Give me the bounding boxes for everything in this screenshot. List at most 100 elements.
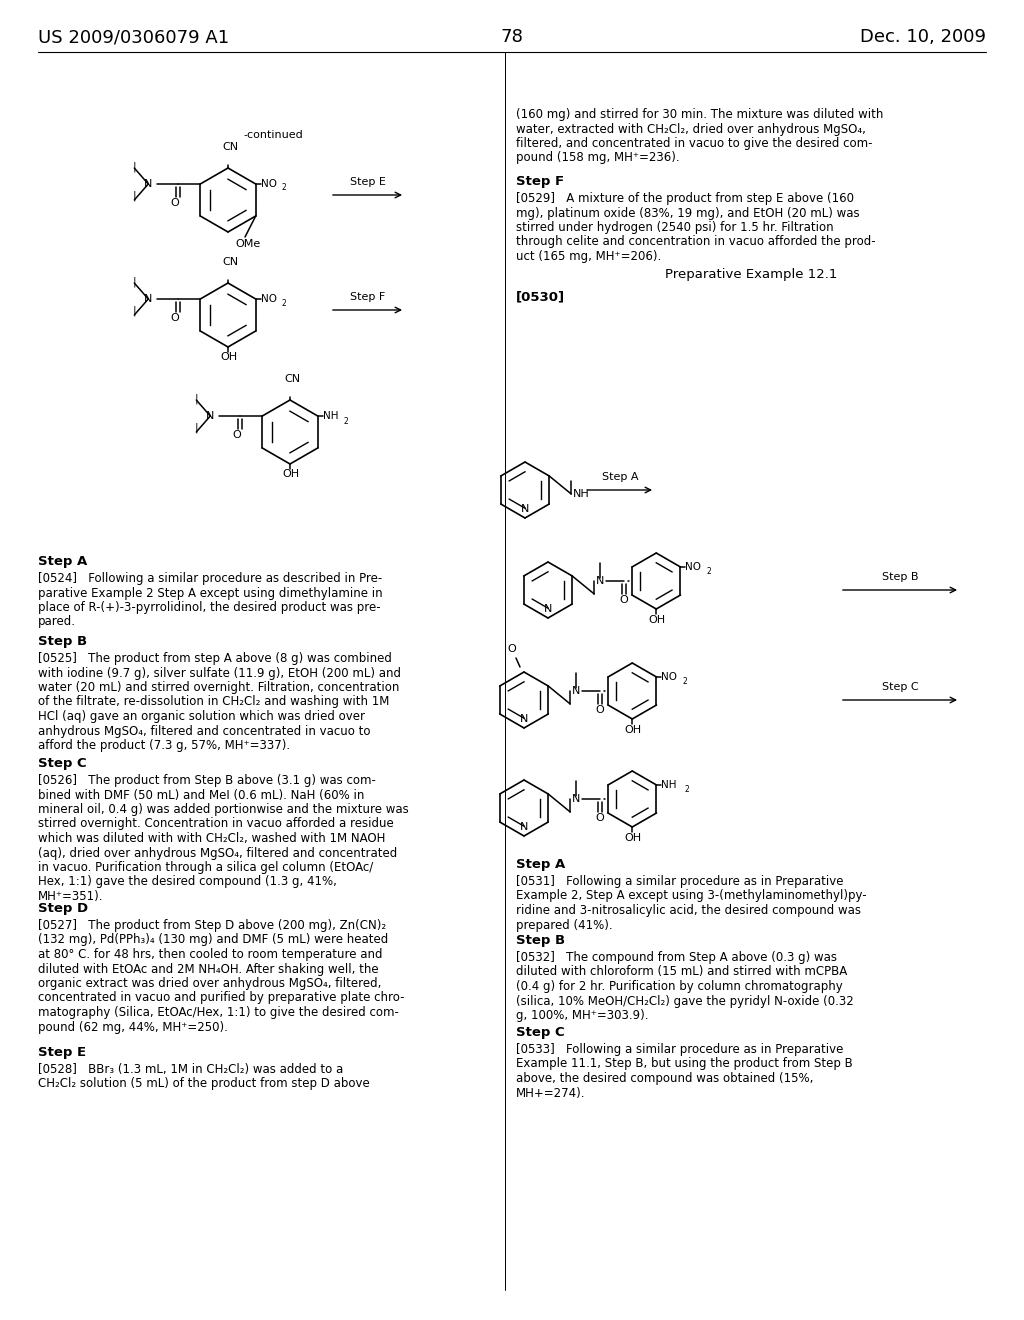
Text: OH: OH [625, 833, 641, 843]
Text: [0531]   Following a similar procedure as in Preparative: [0531] Following a similar procedure as … [516, 875, 844, 888]
Text: O: O [620, 595, 629, 605]
Text: 2: 2 [707, 568, 712, 577]
Text: Step F: Step F [350, 292, 385, 302]
Text: OH: OH [648, 615, 666, 624]
Text: [0529]   A mixture of the product from step E above (160: [0529] A mixture of the product from ste… [516, 191, 854, 205]
Text: [0533]   Following a similar procedure as in Preparative: [0533] Following a similar procedure as … [516, 1043, 844, 1056]
Text: N: N [206, 411, 214, 421]
Text: parative Example 2 Step A except using dimethylamine in: parative Example 2 Step A except using d… [38, 586, 383, 599]
Text: NH: NH [323, 411, 338, 421]
Text: NH: NH [573, 488, 590, 499]
Text: mineral oil, 0.4 g) was added portionwise and the mixture was: mineral oil, 0.4 g) was added portionwis… [38, 803, 409, 816]
Text: water (20 mL) and stirred overnight. Filtration, concentration: water (20 mL) and stirred overnight. Fil… [38, 681, 399, 694]
Text: Step C: Step C [516, 1026, 564, 1039]
Text: NO: NO [261, 180, 276, 189]
Text: |: | [132, 277, 136, 288]
Text: through celite and concentration in vacuo afforded the prod-: through celite and concentration in vacu… [516, 235, 876, 248]
Text: Step B: Step B [38, 635, 87, 648]
Text: CN: CN [222, 143, 239, 152]
Text: prepared (41%).: prepared (41%). [516, 919, 612, 932]
Text: place of R-(+)-3-pyrrolidinol, the desired product was pre-: place of R-(+)-3-pyrrolidinol, the desir… [38, 601, 381, 614]
Text: OH: OH [625, 725, 641, 735]
Text: [0532]   The compound from Step A above (0.3 g) was: [0532] The compound from Step A above (0… [516, 950, 837, 964]
Text: CH₂Cl₂ solution (5 mL) of the product from step D above: CH₂Cl₂ solution (5 mL) of the product fr… [38, 1077, 370, 1090]
Text: with iodine (9.7 g), silver sulfate (11.9 g), EtOH (200 mL) and: with iodine (9.7 g), silver sulfate (11.… [38, 667, 401, 680]
Text: O: O [596, 813, 604, 822]
Text: OH: OH [220, 352, 238, 362]
Text: Step F: Step F [516, 176, 564, 187]
Text: (aq), dried over anhydrous MgSO₄, filtered and concentrated: (aq), dried over anhydrous MgSO₄, filter… [38, 846, 397, 859]
Text: stirred under hydrogen (2540 psi) for 1.5 hr. Filtration: stirred under hydrogen (2540 psi) for 1.… [516, 220, 834, 234]
Text: O: O [170, 313, 178, 323]
Text: [0530]: [0530] [516, 290, 565, 304]
Text: [0527]   The product from Step D above (200 mg), Zn(CN)₂: [0527] The product from Step D above (20… [38, 919, 386, 932]
Text: N: N [596, 576, 604, 586]
Text: [0524]   Following a similar procedure as described in Pre-: [0524] Following a similar procedure as … [38, 572, 382, 585]
Text: NH: NH [662, 780, 677, 789]
Text: concentrated in vacuo and purified by preparative plate chro-: concentrated in vacuo and purified by pr… [38, 991, 404, 1005]
Text: Step E: Step E [38, 1045, 86, 1059]
Text: pound (62 mg, 44%, MH⁺=250).: pound (62 mg, 44%, MH⁺=250). [38, 1020, 228, 1034]
Text: (132 mg), Pd(PPh₃)₄ (130 mg) and DMF (5 mL) were heated: (132 mg), Pd(PPh₃)₄ (130 mg) and DMF (5 … [38, 933, 388, 946]
Text: O: O [507, 644, 516, 653]
Text: (160 mg) and stirred for 30 min. The mixture was diluted with: (160 mg) and stirred for 30 min. The mix… [516, 108, 884, 121]
Text: pared.: pared. [38, 615, 76, 628]
Text: Step A: Step A [516, 858, 565, 871]
Text: ridine and 3-nitrosalicylic acid, the desired compound was: ridine and 3-nitrosalicylic acid, the de… [516, 904, 861, 917]
Text: Step E: Step E [349, 177, 385, 187]
Text: OH: OH [282, 469, 299, 479]
Text: HCl (aq) gave an organic solution which was dried over: HCl (aq) gave an organic solution which … [38, 710, 365, 723]
Text: -continued: -continued [243, 129, 303, 140]
Text: above, the desired compound was obtained (15%,: above, the desired compound was obtained… [516, 1072, 813, 1085]
Text: N: N [144, 180, 153, 189]
Text: N: N [572, 686, 581, 696]
Text: 2: 2 [683, 677, 687, 686]
Text: N: N [520, 822, 528, 832]
Text: NO: NO [685, 562, 701, 572]
Text: Preparative Example 12.1: Preparative Example 12.1 [665, 268, 838, 281]
Text: CN: CN [222, 257, 239, 267]
Text: afford the product (7.3 g, 57%, MH⁺=337).: afford the product (7.3 g, 57%, MH⁺=337)… [38, 739, 290, 752]
Text: N: N [144, 294, 153, 304]
Text: Step C: Step C [38, 756, 87, 770]
Text: NO: NO [261, 294, 276, 304]
Text: (silica, 10% MeOH/CH₂Cl₂) gave the pyridyl N-oxide (0.32: (silica, 10% MeOH/CH₂Cl₂) gave the pyrid… [516, 994, 854, 1007]
Text: (0.4 g) for 2 hr. Purification by column chromatography: (0.4 g) for 2 hr. Purification by column… [516, 979, 843, 993]
Text: bined with DMF (50 mL) and MeI (0.6 mL). NaH (60% in: bined with DMF (50 mL) and MeI (0.6 mL).… [38, 788, 365, 801]
Text: O: O [596, 705, 604, 715]
Text: O: O [170, 198, 178, 209]
Text: 2: 2 [344, 417, 348, 425]
Text: diluted with EtOAc and 2M NH₄OH. After shaking well, the: diluted with EtOAc and 2M NH₄OH. After s… [38, 962, 379, 975]
Text: filtered, and concentrated in vacuo to give the desired com-: filtered, and concentrated in vacuo to g… [516, 137, 872, 150]
Text: mg), platinum oxide (83%, 19 mg), and EtOH (20 mL) was: mg), platinum oxide (83%, 19 mg), and Et… [516, 206, 859, 219]
Text: stirred overnight. Concentration in vacuo afforded a residue: stirred overnight. Concentration in vacu… [38, 817, 394, 830]
Text: Step D: Step D [38, 902, 88, 915]
Text: anhydrous MgSO₄, filtered and concentrated in vacuo to: anhydrous MgSO₄, filtered and concentrat… [38, 725, 371, 738]
Text: uct (165 mg, MH⁺=206).: uct (165 mg, MH⁺=206). [516, 249, 662, 263]
Text: OMe: OMe [234, 239, 260, 249]
Text: Dec. 10, 2009: Dec. 10, 2009 [860, 28, 986, 46]
Text: |: | [195, 393, 198, 404]
Text: organic extract was dried over anhydrous MgSO₄, filtered,: organic extract was dried over anhydrous… [38, 977, 381, 990]
Text: at 80° C. for 48 hrs, then cooled to room temperature and: at 80° C. for 48 hrs, then cooled to roo… [38, 948, 383, 961]
Text: MH⁺=351).: MH⁺=351). [38, 890, 103, 903]
Text: 78: 78 [501, 28, 523, 46]
Text: N: N [520, 714, 528, 723]
Text: 2: 2 [282, 298, 287, 308]
Text: water, extracted with CH₂Cl₂, dried over anhydrous MgSO₄,: water, extracted with CH₂Cl₂, dried over… [516, 123, 866, 136]
Text: g, 100%, MH⁺=303.9).: g, 100%, MH⁺=303.9). [516, 1008, 648, 1022]
Text: N: N [544, 605, 552, 614]
Text: Example 2, Step A except using 3-(methylaminomethyl)py-: Example 2, Step A except using 3-(methyl… [516, 890, 866, 903]
Text: which was diluted with with CH₂Cl₂, washed with 1M NAOH: which was diluted with with CH₂Cl₂, wash… [38, 832, 385, 845]
Text: diluted with chloroform (15 mL) and stirred with mCPBA: diluted with chloroform (15 mL) and stir… [516, 965, 847, 978]
Text: Step A: Step A [38, 554, 87, 568]
Text: Step B: Step B [882, 572, 919, 582]
Text: [0526]   The product from Step B above (3.1 g) was com-: [0526] The product from Step B above (3.… [38, 774, 376, 787]
Text: Step A: Step A [602, 473, 638, 482]
Text: |: | [132, 306, 136, 317]
Text: [0528]   BBr₃ (1.3 mL, 1M in CH₂Cl₂) was added to a: [0528] BBr₃ (1.3 mL, 1M in CH₂Cl₂) was a… [38, 1063, 343, 1076]
Text: 2: 2 [282, 183, 287, 193]
Text: pound (158 mg, MH⁺=236).: pound (158 mg, MH⁺=236). [516, 152, 680, 165]
Text: CN: CN [284, 374, 300, 384]
Text: N: N [572, 795, 581, 804]
